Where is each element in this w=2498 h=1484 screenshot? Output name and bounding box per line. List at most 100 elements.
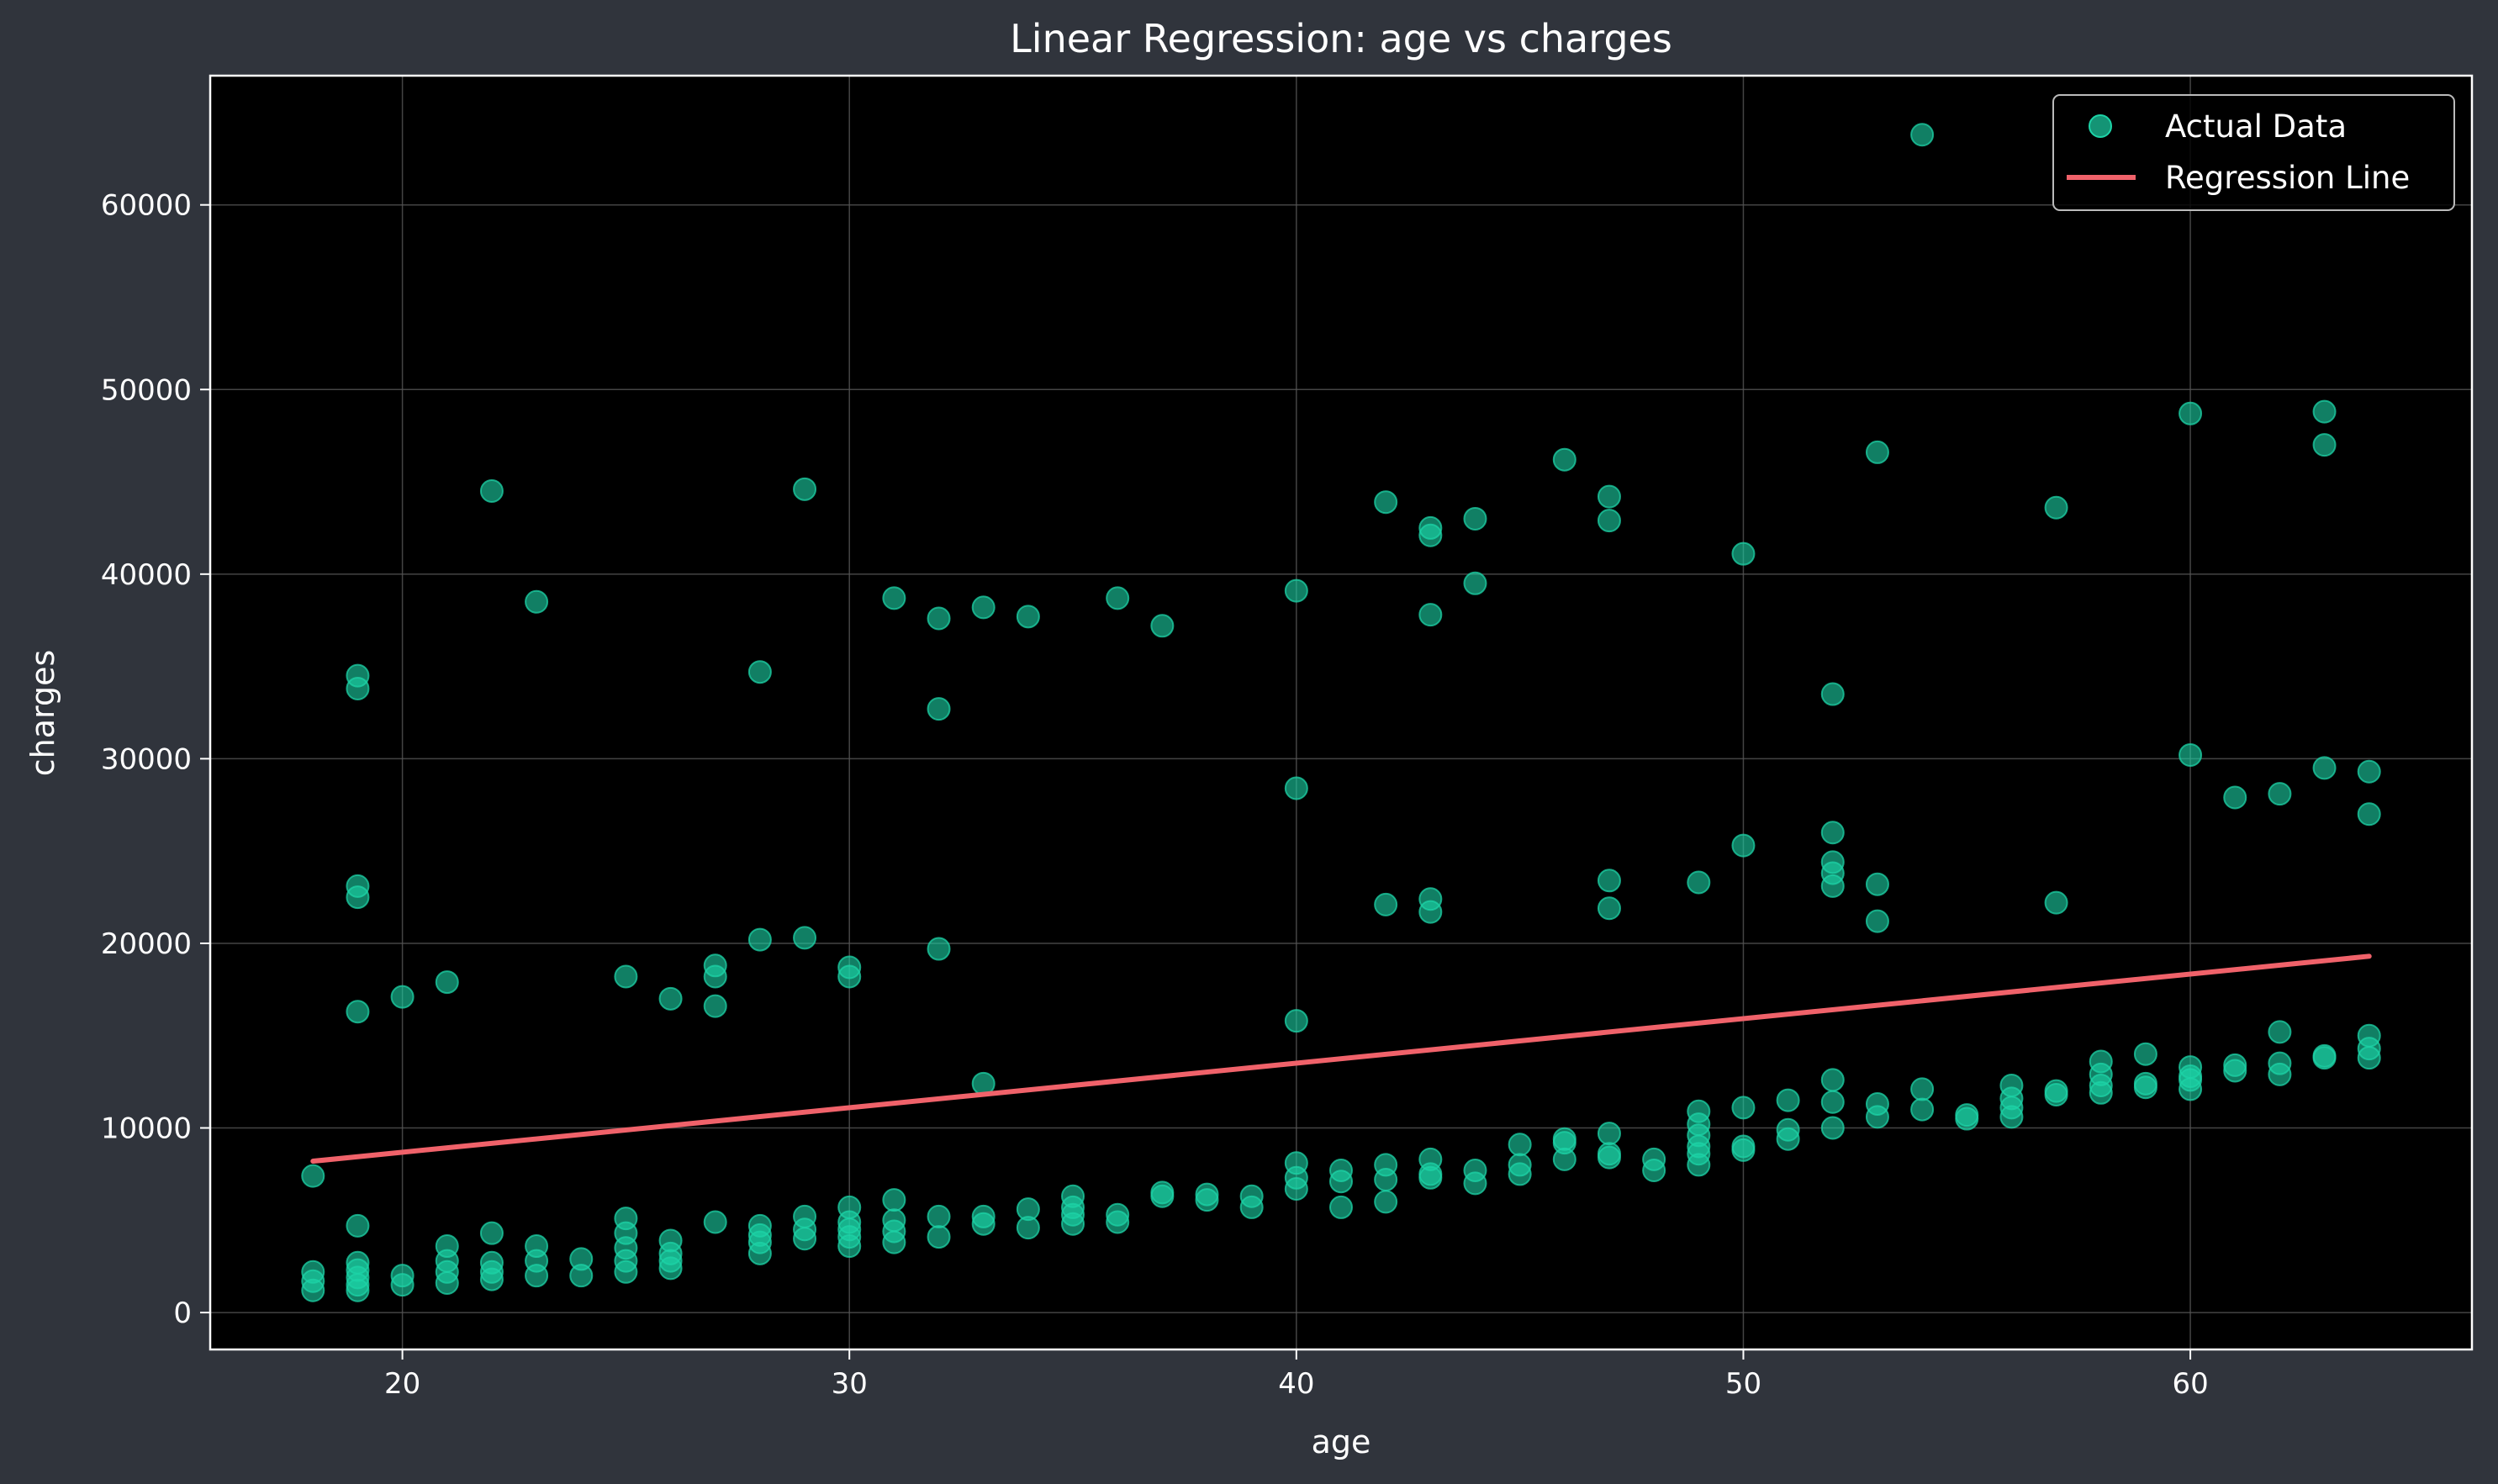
y-axis-label: charges xyxy=(24,650,61,777)
data-point xyxy=(747,1241,772,1265)
data-point xyxy=(658,1256,683,1281)
data-point xyxy=(1597,484,1621,509)
data-point xyxy=(301,1164,325,1188)
data-point xyxy=(614,964,638,989)
data-point xyxy=(2312,756,2337,780)
data-point xyxy=(1597,509,1621,533)
data-point xyxy=(1597,1145,1621,1170)
data-point xyxy=(1016,605,1040,629)
data-point xyxy=(1374,1168,1398,1191)
data-point xyxy=(703,994,727,1018)
x-tick-label: 60 xyxy=(2172,1367,2208,1401)
data-point xyxy=(1374,892,1398,916)
grid-lines xyxy=(210,76,2472,1349)
data-point xyxy=(1731,1138,1756,1162)
data-point xyxy=(658,986,683,1011)
data-point xyxy=(1463,571,1487,595)
data-point xyxy=(927,606,951,631)
data-point xyxy=(1061,1212,1085,1236)
data-point xyxy=(793,1227,817,1251)
regression-line-layer xyxy=(310,953,2372,1164)
data-point xyxy=(1820,874,1845,898)
data-point xyxy=(927,1225,951,1249)
data-point xyxy=(703,964,727,989)
data-point xyxy=(1687,870,1711,895)
data-point xyxy=(1463,506,1487,531)
data-point xyxy=(1284,1009,1308,1033)
data-point xyxy=(346,885,370,910)
data-point xyxy=(2089,1080,2113,1105)
x-tick-label: 20 xyxy=(384,1367,420,1401)
chart-title: Linear Regression: age vs charges xyxy=(1010,16,1672,61)
data-point xyxy=(1284,1176,1308,1201)
data-point xyxy=(1865,909,1889,933)
data-point xyxy=(1731,833,1756,858)
data-point xyxy=(1418,603,1443,627)
x-tick-label: 30 xyxy=(832,1367,868,1401)
data-point xyxy=(479,479,504,504)
data-point xyxy=(346,1000,370,1024)
data-point xyxy=(346,1213,370,1238)
data-point xyxy=(837,1234,862,1259)
data-point xyxy=(525,589,549,614)
data-point xyxy=(1284,776,1308,800)
data-point xyxy=(2044,495,2068,520)
data-point xyxy=(435,970,459,995)
data-point xyxy=(1597,869,1621,893)
data-point xyxy=(2178,401,2203,425)
data-point xyxy=(1329,1195,1353,1219)
data-point xyxy=(1910,1077,1935,1101)
data-point xyxy=(1731,1096,1756,1120)
data-point xyxy=(1106,586,1130,610)
data-point xyxy=(1955,1106,1979,1131)
data-point xyxy=(2357,1046,2381,1070)
legend-label-actual-data: Actual Data xyxy=(2165,108,2347,145)
data-point xyxy=(703,1210,727,1234)
data-point xyxy=(2178,743,2203,767)
x-tick-label: 40 xyxy=(1278,1367,1314,1401)
data-point xyxy=(1284,578,1308,603)
data-point xyxy=(525,1264,549,1288)
data-point xyxy=(390,985,415,1009)
data-point xyxy=(1016,1216,1040,1240)
data-point xyxy=(1865,872,1889,896)
data-point xyxy=(1910,123,1935,147)
data-point xyxy=(2044,1083,2068,1106)
data-point xyxy=(479,1267,504,1291)
data-point xyxy=(882,586,906,610)
data-point xyxy=(2223,1059,2247,1083)
data-point xyxy=(1195,1188,1219,1212)
data-point xyxy=(2133,1042,2157,1066)
data-point xyxy=(2312,399,2337,424)
data-point xyxy=(1374,1190,1398,1214)
data-point xyxy=(435,1270,459,1295)
data-point xyxy=(882,1230,906,1254)
regression-line xyxy=(310,953,2372,1164)
data-point xyxy=(1820,682,1845,706)
y-tick-label: 40000 xyxy=(101,558,192,592)
data-point xyxy=(1731,541,1756,566)
data-point xyxy=(1865,440,1889,464)
data-point xyxy=(1552,1147,1576,1171)
data-point xyxy=(2312,1046,2337,1070)
data-point xyxy=(1687,1153,1711,1177)
data-point xyxy=(1910,1097,1935,1122)
data-point xyxy=(747,660,772,684)
x-tick-label: 50 xyxy=(1725,1367,1761,1401)
data-point xyxy=(2178,1077,2203,1101)
scatter-points xyxy=(301,123,2381,1302)
data-point xyxy=(927,937,951,961)
data-point xyxy=(1820,821,1845,845)
data-point xyxy=(301,1278,325,1302)
data-point xyxy=(1597,896,1621,921)
legend-marker-actual-data xyxy=(2089,114,2112,138)
data-point xyxy=(2357,802,2381,826)
data-point xyxy=(793,477,817,501)
data-point xyxy=(1508,1162,1532,1186)
plot-frame xyxy=(209,74,2474,1351)
x-axis-ticks: 20 30 40 50 60 xyxy=(384,1349,2209,1401)
data-point xyxy=(1508,1133,1532,1157)
data-point xyxy=(927,1204,951,1228)
data-point xyxy=(2044,890,2068,915)
